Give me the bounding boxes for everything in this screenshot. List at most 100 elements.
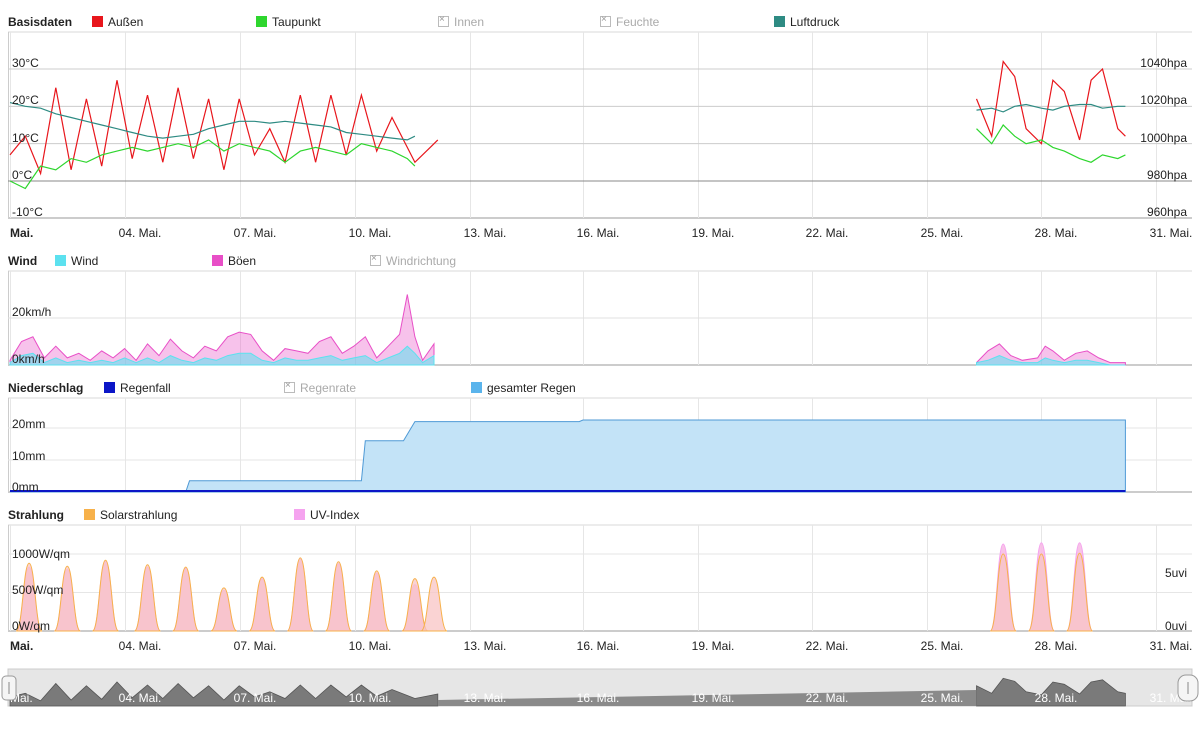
section-title-niederschlag: Niederschlag: [8, 381, 84, 395]
niederschlag-plot-area: [8, 397, 1192, 493]
legend-item-böen[interactable]: Böen: [212, 254, 256, 268]
solar-radiation-peak: [172, 566, 200, 632]
legend-label: Windrichtung: [386, 254, 457, 268]
solar-radiation-peak: [134, 564, 161, 632]
y-axis-label-pressure: 1040hpa: [1140, 56, 1187, 70]
legend-item-außen[interactable]: Außen: [92, 15, 143, 29]
legend-label: gesamter Regen: [487, 381, 576, 395]
solar-radiation-peak: [989, 553, 1017, 632]
legend-item-luftdruck[interactable]: Luftdruck: [774, 15, 839, 29]
y-axis-label-solar: 500W/qm: [12, 583, 63, 597]
navigator-axis-label: 28. Mai.: [1035, 691, 1078, 705]
navigator-axis-label: 25. Mai.: [921, 691, 964, 705]
legend-item-uv-index[interactable]: UV-Index: [294, 508, 359, 522]
x-axis-label: 31. Mai.: [1150, 639, 1193, 653]
y-axis-label-temp: 0°C: [12, 168, 32, 182]
legend-label: UV-Index: [310, 508, 360, 522]
x-axis-label: 25. Mai.: [921, 226, 964, 240]
legend-swatch: [92, 16, 103, 27]
legend-swatch: [600, 14, 611, 27]
x-axis-label: 31. Mai.: [1150, 226, 1193, 240]
x-axis-label: Mai.: [10, 226, 33, 240]
x-axis-label: 16. Mai.: [577, 639, 620, 653]
section-title-basisdaten: Basisdaten: [8, 15, 73, 29]
navigator-series: [9, 681, 439, 707]
legend-swatch: [84, 509, 95, 520]
solar-radiation-peak: [401, 578, 429, 632]
legend-label: Wind: [71, 254, 99, 268]
y-axis-label-temp: 10°C: [12, 131, 39, 145]
legend-swatch: [471, 382, 482, 393]
legend-swatch: [294, 509, 305, 520]
legend-item-solarstrahlung[interactable]: Solarstrahlung: [84, 508, 177, 522]
series-line-taupunkt: [976, 124, 1126, 163]
x-axis-label: 07. Mai.: [234, 226, 277, 240]
legend-swatch: [55, 255, 66, 266]
y-axis-label-temp: -10°C: [12, 205, 43, 219]
y-axis-label-rain: 0mm: [12, 480, 39, 494]
legend-label: Innen: [454, 15, 485, 29]
legend-swatch: [370, 253, 381, 266]
legend-item-regenrate[interactable]: Regenrate: [284, 380, 357, 395]
solar-radiation-peak: [420, 576, 448, 632]
solar-radiation-peak: [92, 559, 119, 632]
navigator-axis-label: 04. Mai.: [119, 691, 162, 705]
x-axis-label: 10. Mai.: [349, 639, 392, 653]
x-axis: Mai. 04. Mai. 07. Mai. 10. Mai. 13. Mai. 16. …: [10, 639, 1192, 653]
series-area-wind: [9, 345, 435, 366]
navigator-axis-label: 13. Mai.: [464, 691, 507, 705]
legend-item-wind[interactable]: Wind: [55, 254, 98, 268]
x-axis-label: 25. Mai.: [921, 639, 964, 653]
legend-item-innen[interactable]: Innen: [438, 14, 485, 29]
y-axis-label-pressure: 1020hpa: [1140, 93, 1187, 107]
navigator-axis-label: 10. Mai.: [349, 691, 392, 705]
series-line-au-en: [975, 60, 1126, 145]
series-line-taupunkt: [9, 139, 416, 190]
navigator-series: [437, 690, 977, 706]
basisdaten-plot-area: [8, 31, 1192, 219]
navigator[interactable]: Mai. 04. Mai. 07. Mai. 10. Mai. 13. Mai. 16. …: [1, 668, 1199, 707]
y-axis-label-solar: 1000W/qm: [12, 547, 70, 561]
legend-item-regenfall[interactable]: Regenfall: [104, 381, 171, 395]
y-axis-label-uv: 0uvi: [1165, 619, 1187, 633]
y-axis-label-rain: 20mm: [12, 417, 45, 431]
solar-radiation-peak: [53, 565, 81, 632]
y-axis-label-uv: 5uvi: [1165, 566, 1187, 580]
solar-radiation-peak: [325, 561, 352, 632]
x-axis-label: 04. Mai.: [119, 226, 162, 240]
legend-label: Regenfall: [120, 381, 171, 395]
solar-radiation-peak: [210, 587, 238, 632]
y-axis-label-wind: 0km/h: [12, 352, 45, 366]
y-axis-label-pressure: 1000hpa: [1140, 131, 1187, 145]
legend-swatch: [104, 382, 115, 393]
series-line-au-en: [9, 80, 439, 176]
x-axis-label: 22. Mai.: [806, 639, 849, 653]
series-line-luftdruck: [976, 103, 1126, 113]
y-axis-label-temp: 20°C: [12, 93, 39, 107]
legend-swatch: [212, 255, 223, 266]
x-axis-label: Mai.: [10, 639, 33, 653]
series-area-böen: [9, 294, 435, 366]
legend-item-taupunkt[interactable]: Taupunkt: [256, 15, 321, 29]
legend-swatch: [256, 16, 267, 27]
strahlung-plot-area: [8, 524, 1192, 632]
series-area-gesamter-regen: [10, 419, 1126, 493]
legend-label: Außen: [108, 15, 144, 29]
navigator-axis-label: 22. Mai.: [806, 691, 849, 705]
legend-item-windrichtung[interactable]: Windrichtung: [370, 253, 457, 268]
wind-plot-area: [8, 270, 1192, 366]
solar-radiation-peak: [1027, 553, 1055, 632]
x-axis-label: 28. Mai.: [1035, 639, 1078, 653]
legend-item-gesamter-regen[interactable]: gesamter Regen: [471, 381, 576, 395]
section-title-wind: Wind: [8, 254, 38, 268]
x-axis-label: 28. Mai.: [1035, 226, 1078, 240]
navigator-axis-label: 16. Mai.: [577, 691, 620, 705]
series-area-wind: [976, 355, 1126, 366]
y-axis-label-temp: 30°C: [12, 56, 39, 70]
navigator-series: [976, 677, 1126, 707]
legend-item-feuchte[interactable]: Feuchte: [600, 14, 659, 29]
series-line-luftdruck: [9, 102, 416, 141]
legend-label: Luftdruck: [790, 15, 840, 29]
legend-label: Regenrate: [300, 381, 357, 395]
